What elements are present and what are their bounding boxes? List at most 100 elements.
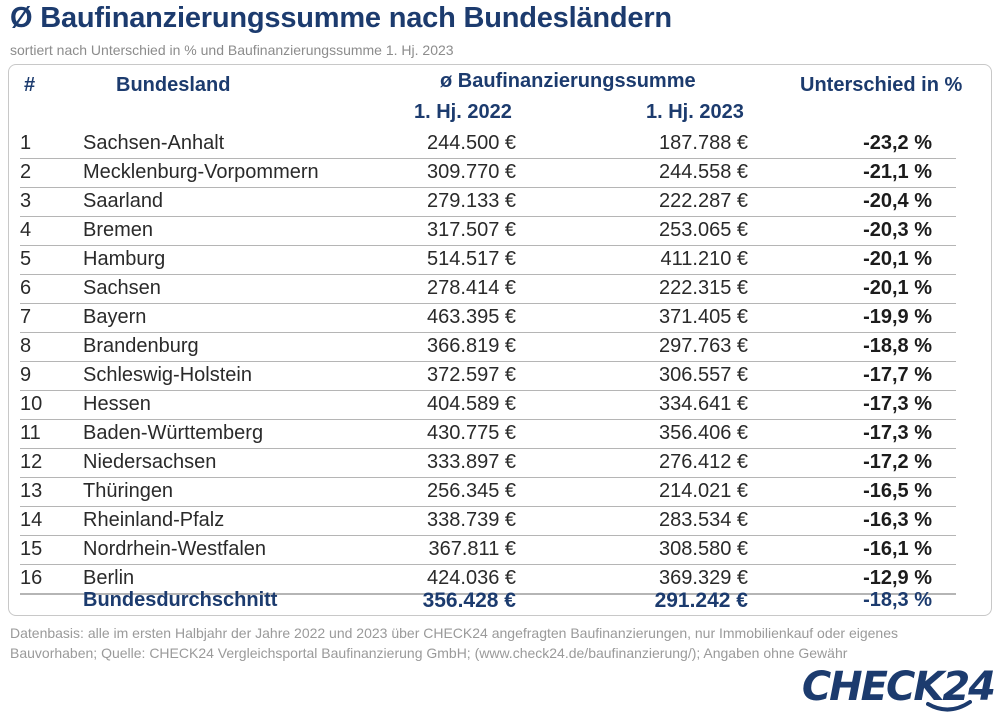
header-group: ø Baufinanzierungssumme: [440, 70, 696, 92]
row-number: 12: [20, 451, 43, 473]
table-body: 1 Sachsen-Anhalt 244.500 € 187.788 € -23,2 %…: [20, 130, 956, 595]
row-difference: -17,3 %: [863, 422, 932, 444]
row-difference: -20,1 %: [863, 248, 932, 270]
average-row: Bundesdurchschnitt 356.428 € 291.242 € -…: [20, 587, 956, 615]
row-value-2022: 424.036 €: [427, 567, 516, 589]
row-value-2022: 278.414 €: [427, 277, 516, 299]
row-value-2023: 253.065 €: [659, 219, 748, 241]
row-value-2022: 430.775 €: [427, 422, 516, 444]
row-difference: -16,1 %: [863, 538, 932, 560]
row-value-2022: 372.597 €: [427, 364, 516, 386]
row-value-2023: 244.558 €: [659, 161, 748, 183]
table-row: 15 Nordrhein-Westfalen 367.811 € 308.580 € -…: [20, 536, 956, 565]
row-number: 13: [20, 480, 43, 502]
header-diff: Unterschied in %: [800, 74, 963, 96]
row-number: 1: [20, 132, 32, 154]
row-value-2022: 279.133 €: [427, 190, 516, 212]
row-number: 9: [20, 364, 32, 386]
row-difference: -16,3 %: [863, 509, 932, 531]
row-bundesland: Schleswig-Holstein: [83, 364, 252, 386]
row-bundesland: Baden-Württemberg: [83, 422, 264, 444]
row-number: 6: [20, 277, 32, 299]
row-value-2023: 222.315 €: [659, 277, 748, 299]
row-bundesland: Hamburg: [83, 248, 166, 270]
row-bundesland: Berlin: [83, 567, 135, 589]
row-bundesland: Niedersachsen: [83, 451, 217, 473]
header-2022: 1. Hj. 2022: [414, 101, 512, 123]
header-land: Bundesland: [116, 74, 231, 96]
row-difference: -19,9 %: [863, 306, 932, 328]
row-bundesland: Mecklenburg-Vorpommern: [83, 161, 319, 183]
row-value-2023: 356.406 €: [659, 422, 748, 444]
row-bundesland: Bremen: [83, 219, 154, 241]
row-difference: -20,4 %: [863, 190, 932, 212]
row-difference: -21,1 %: [863, 161, 932, 183]
header-num: #: [24, 74, 36, 96]
table-row: 3 Saarland 279.133 € 222.287 € -20,4 %: [20, 188, 956, 217]
row-value-2023: 334.641 €: [659, 393, 748, 415]
row-bundesland: Sachsen-Anhalt: [83, 132, 225, 154]
average-2022: 356.428 €: [422, 589, 516, 612]
table-row: 11 Baden-Württemberg 430.775 € 356.406 € -17…: [20, 420, 956, 449]
row-value-2023: 214.021 €: [659, 480, 748, 502]
table-row: 12 Niedersachsen 333.897 € 276.412 € -17,2 %: [20, 449, 956, 478]
header-2023: 1. Hj. 2023: [646, 101, 744, 123]
row-number: 5: [20, 248, 32, 270]
check24-logo: CHECK24: [801, 664, 996, 710]
table-row: 13 Thüringen 256.345 € 214.021 € -16,5 %: [20, 478, 956, 507]
row-bundesland: Hessen: [83, 393, 151, 415]
logo-swoosh-icon: [926, 700, 972, 712]
row-bundesland: Bayern: [83, 306, 147, 328]
row-value-2023: 297.763 €: [659, 335, 748, 357]
row-value-2022: 463.395 €: [427, 306, 516, 328]
row-difference: -16,5 %: [863, 480, 932, 502]
table-row: 6 Sachsen 278.414 € 222.315 € -20,1 %: [20, 275, 956, 304]
row-difference: -17,2 %: [863, 451, 932, 473]
row-value-2023: 371.405 €: [659, 306, 748, 328]
row-number: 8: [20, 335, 32, 357]
row-difference: -12,9 %: [863, 567, 932, 589]
row-number: 16: [20, 567, 43, 589]
row-bundesland: Rheinland-Pfalz: [83, 509, 225, 531]
row-value-2022: 333.897 €: [427, 451, 516, 473]
table-row: 16 Berlin 424.036 € 369.329 € -12,9 %: [20, 565, 956, 595]
row-bundesland: Brandenburg: [83, 335, 199, 357]
table-row: 8 Brandenburg 366.819 € 297.763 € -18,8 %: [20, 333, 956, 362]
row-value-2023: 187.788 €: [659, 132, 748, 154]
table-frame: [8, 64, 992, 616]
row-difference: -18,8 %: [863, 335, 932, 357]
row-value-2023: 308.580 €: [659, 538, 748, 560]
row-difference: -17,7 %: [863, 364, 932, 386]
row-value-2022: 244.500 €: [427, 132, 516, 154]
footnote: Datenbasis: alle im ersten Halbjahr der …: [10, 625, 898, 661]
row-number: 2: [20, 161, 32, 183]
row-difference: -17,3 %: [863, 393, 932, 415]
row-value-2023: 306.557 €: [659, 364, 748, 386]
table-row: 4 Bremen 317.507 € 253.065 € -20,3 %: [20, 217, 956, 246]
row-number: 3: [20, 190, 32, 212]
row-number: 11: [20, 422, 41, 444]
row-value-2023: 276.412 €: [659, 451, 748, 473]
row-number: 10: [20, 393, 43, 415]
row-value-2022: 256.345 €: [427, 480, 516, 502]
average-diff: -18,3 %: [863, 589, 932, 611]
table-row: 10 Hessen 404.589 € 334.641 € -17,3 %: [20, 391, 956, 420]
row-value-2022: 514.517 €: [427, 248, 516, 270]
row-bundesland: Nordrhein-Westfalen: [83, 538, 267, 560]
row-difference: -23,2 %: [863, 132, 932, 154]
average-label: Bundesdurchschnitt: [83, 589, 278, 611]
row-bundesland: Thüringen: [83, 480, 174, 502]
row-bundesland: Saarland: [83, 190, 164, 212]
row-number: 14: [20, 509, 43, 531]
row-value-2023: 283.534 €: [659, 509, 748, 531]
row-number: 7: [20, 306, 32, 328]
table-row: 7 Bayern 463.395 € 371.405 € -19,9 %: [20, 304, 956, 333]
row-difference: -20,1 %: [863, 277, 932, 299]
row-value-2022: 338.739 €: [427, 509, 516, 531]
page-title: Ø Baufinanzierungssumme nach Bundeslände…: [10, 2, 672, 34]
row-value-2023: 411.210 €: [660, 248, 749, 270]
row-value-2022: 309.770 €: [427, 161, 516, 183]
row-number: 15: [20, 538, 43, 560]
average-2023: 291.242 €: [654, 589, 748, 612]
table-row: 9 Schleswig-Holstein 372.597 € 306.557 € -17…: [20, 362, 956, 391]
